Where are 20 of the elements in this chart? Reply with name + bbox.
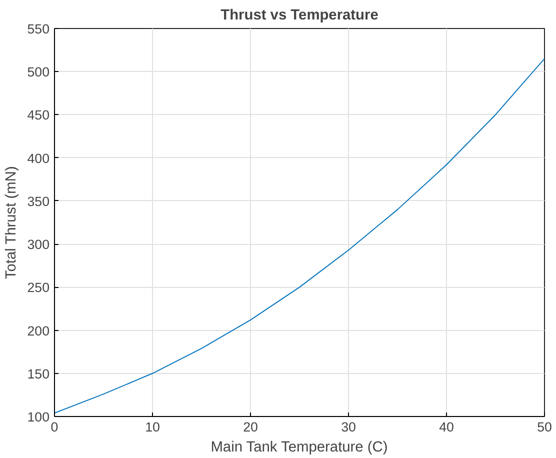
- y-tick-label: 400: [27, 150, 50, 166]
- y-axis-title: Total Thrust (mN): [3, 166, 20, 280]
- y-tick-label: 250: [27, 280, 50, 296]
- y-tick-label: 100: [27, 410, 50, 424]
- line-series: [54, 58, 544, 414]
- x-tick-label: 50: [537, 420, 552, 434]
- x-tick-label: 0: [50, 420, 58, 434]
- y-tick-label: 150: [27, 366, 50, 382]
- x-tick-label: 10: [145, 420, 160, 434]
- y-tick-label: 200: [27, 323, 50, 338]
- x-axis-title: Main Tank Temperature (C): [210, 440, 388, 456]
- chart-title: Thrust vs Temperature: [220, 8, 378, 24]
- y-tick-label: 450: [27, 108, 50, 123]
- y-tick-label: 550: [27, 22, 50, 36]
- x-tick-label: 30: [341, 420, 356, 434]
- y-tick-label: 350: [27, 194, 50, 209]
- x-tick-label: 40: [439, 420, 454, 434]
- y-tick-label: 300: [27, 237, 50, 252]
- x-tick-label: 20: [243, 420, 258, 434]
- y-tick-label: 500: [27, 64, 50, 80]
